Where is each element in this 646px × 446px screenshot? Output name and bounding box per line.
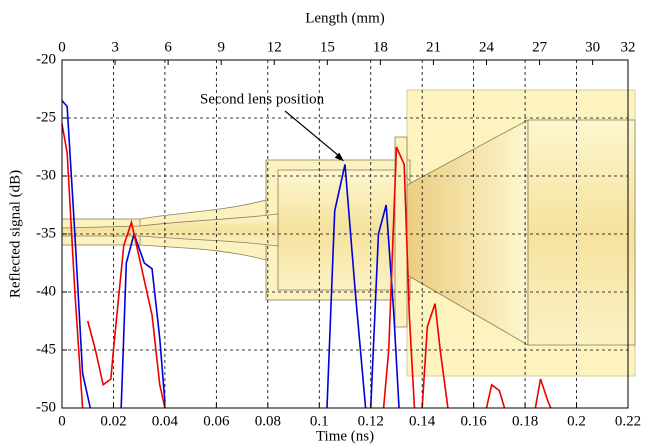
x2-tick-label: 21 — [426, 39, 441, 55]
lens-drawing — [61, 89, 636, 377]
annotation-arrow — [284, 110, 344, 162]
x-tick-label: 0.1 — [310, 413, 329, 429]
x-tick-label: 0.16 — [461, 413, 488, 429]
x-axis-label: Time (ns) — [316, 428, 374, 444]
x-tick-label: 0.08 — [255, 413, 281, 429]
x-tick-label: 0.04 — [152, 413, 179, 429]
x2-tick-label: 3 — [111, 39, 119, 55]
y-tick-label: -20 — [36, 51, 56, 67]
y-tick-label: -35 — [36, 225, 56, 241]
annotation: Second lens position — [200, 91, 325, 107]
x-tick-label: 0.12 — [358, 413, 384, 429]
x-tick-label: 0.02 — [100, 413, 126, 429]
x2-tick-label: 0 — [58, 39, 66, 55]
x-tick-label: 0 — [58, 413, 66, 429]
y-tick-label: -45 — [36, 341, 56, 357]
x2-tick-label: 27 — [532, 39, 548, 55]
x-tick-label: 0.22 — [615, 413, 641, 429]
y-tick-label: -25 — [36, 109, 56, 125]
y-tick-label: -40 — [36, 283, 56, 299]
x2-tick-label: 24 — [479, 39, 495, 55]
lines — [61, 100, 552, 409]
y-axis-label: Reflected signal (dB) — [7, 170, 23, 298]
x2-tick-label: 18 — [373, 39, 388, 55]
series-line — [61, 123, 552, 409]
x2-tick-label: 6 — [164, 39, 172, 55]
series-line — [61, 100, 400, 409]
x-tick-label: 0.2 — [567, 413, 586, 429]
x2-tick-label: 32 — [621, 39, 636, 55]
arrow-head — [334, 152, 344, 162]
arrow-shaft — [284, 110, 343, 159]
x2-tick-label: 15 — [320, 39, 335, 55]
y-tick-label: -30 — [36, 167, 56, 183]
x-tick-label: 0.18 — [512, 413, 538, 429]
x2-axis-label: Length (mm) — [305, 10, 385, 26]
x-tick-label: 0.06 — [203, 413, 230, 429]
x2-tick-label: 12 — [267, 39, 282, 55]
x2-tick-label: 30 — [585, 39, 600, 55]
x2-tick-label: 9 — [217, 39, 225, 55]
labels: 0 0.02 0.04 0.06 0.08 0.1 0.12 0.14 0.16 0.18 0.2 0… — [36, 39, 641, 429]
y-tick-label: -50 — [36, 399, 56, 415]
x-tick-label: 0.14 — [409, 413, 436, 429]
